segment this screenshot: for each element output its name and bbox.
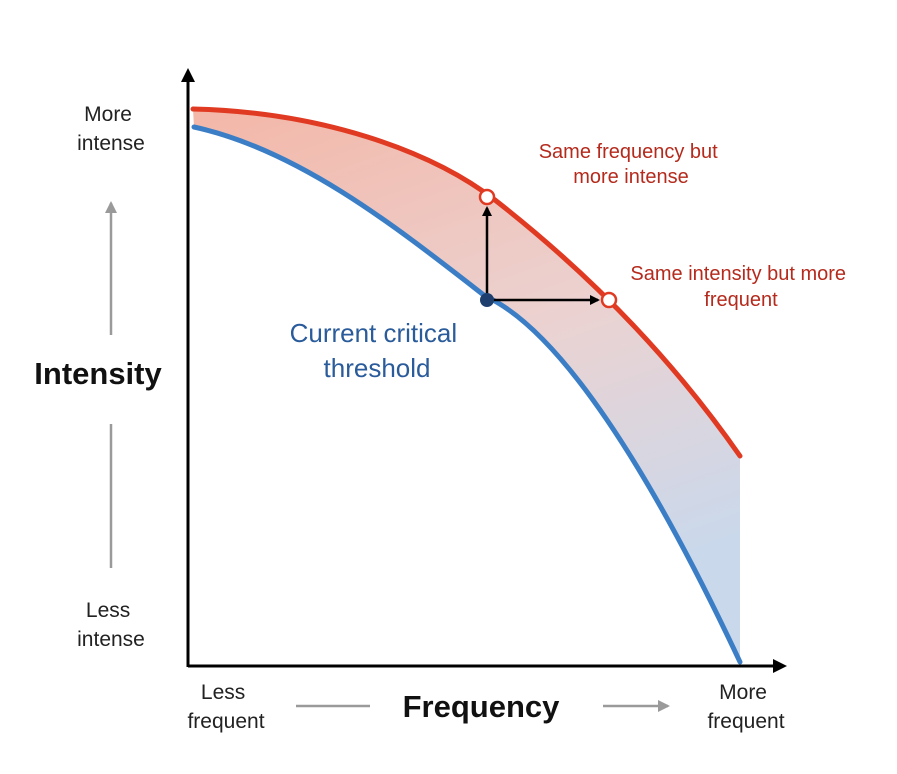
x-left-label: Less frequent bbox=[187, 681, 264, 733]
x-right-label: More frequent bbox=[707, 681, 784, 733]
y-axis-title: Intensity bbox=[34, 356, 162, 391]
x-axis-title: Frequency bbox=[403, 689, 561, 724]
y-axis-arrowhead bbox=[181, 68, 195, 82]
y-bottom-label: Less intense bbox=[77, 599, 145, 651]
same-intensity-label: Same intensity but more frequent bbox=[630, 263, 851, 311]
future-threshold-curve bbox=[190, 106, 743, 459]
more-intense-point bbox=[478, 188, 496, 206]
current-threshold-label: Current critical threshold bbox=[290, 318, 465, 383]
same-frequency-label: Same frequency but more intense bbox=[539, 141, 724, 188]
change-band bbox=[193, 109, 740, 662]
y-top-label: More intense bbox=[77, 103, 145, 155]
x-axis-arrowhead bbox=[773, 659, 787, 673]
current-point bbox=[480, 293, 494, 307]
more-frequent-point bbox=[600, 291, 618, 309]
